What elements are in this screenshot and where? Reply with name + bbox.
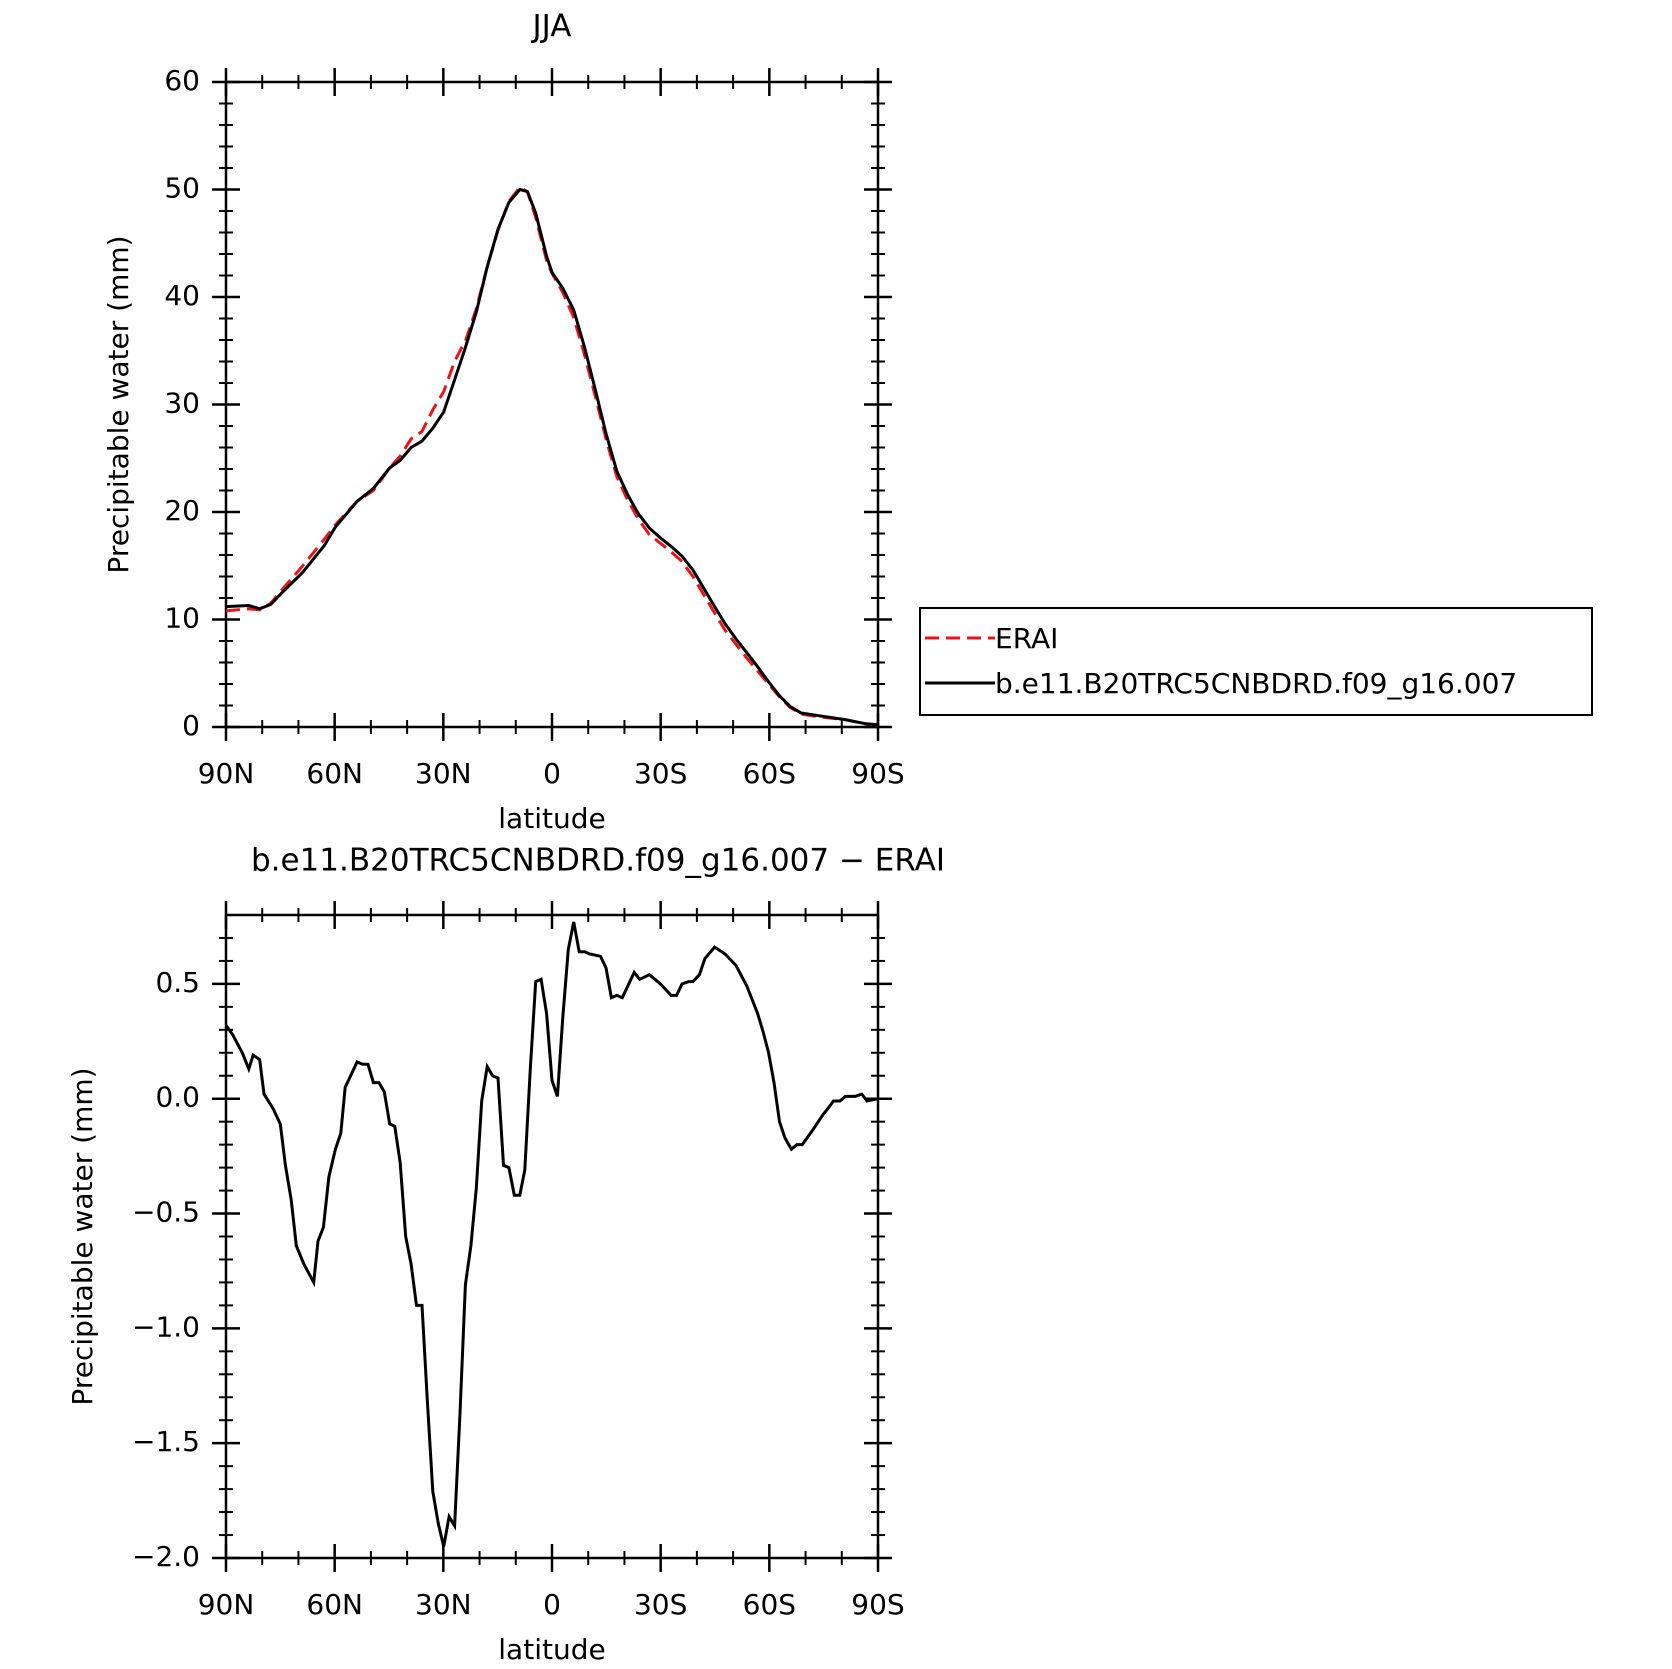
y-tick-label: 50	[164, 172, 200, 205]
y-tick-label: 0.0	[155, 1081, 200, 1114]
legend-label: ERAI	[995, 622, 1058, 655]
x-tick-label: 0	[543, 1588, 561, 1621]
y-tick-label: 0.5	[155, 966, 200, 999]
legend-label: b.e11.B20TRC5CNBDRD.f09_g16.007	[995, 667, 1517, 700]
y-tick-label: −1.0	[132, 1310, 200, 1343]
y-tick-label: 20	[164, 494, 200, 527]
x-tick-label: 90N	[198, 757, 255, 790]
y-axis-label: Precipitable water (mm)	[102, 235, 135, 573]
y-tick-label: 0	[182, 709, 200, 742]
chart-title: JJA	[531, 9, 572, 45]
y-tick-label: −2.0	[132, 1540, 200, 1573]
x-tick-label: 30S	[634, 757, 687, 790]
x-axis-label: latitude	[498, 1633, 605, 1666]
y-tick-label: −0.5	[132, 1196, 200, 1229]
data-line	[224, 921, 879, 1547]
data-line	[225, 187, 879, 727]
x-tick-label: 60N	[306, 757, 363, 790]
x-tick-label: 90S	[851, 1588, 904, 1621]
x-tick-label: 60S	[743, 1588, 796, 1621]
legend-box	[919, 607, 1593, 716]
x-tick-label: 60N	[306, 1588, 363, 1621]
x-axis-label: latitude	[498, 802, 605, 835]
y-tick-label: 10	[164, 602, 200, 635]
x-tick-label: 30N	[415, 757, 472, 790]
x-tick-label: 0	[543, 757, 561, 790]
y-tick-label: 40	[164, 279, 200, 312]
y-tick-label: −1.5	[132, 1425, 200, 1458]
y-tick-label: 30	[164, 387, 200, 420]
y-axis-label: Precipitable water (mm)	[66, 1067, 99, 1405]
x-tick-label: 60S	[743, 757, 796, 790]
chart-title: b.e11.B20TRC5CNBDRD.f09_g16.007 − ERAI	[251, 843, 945, 879]
plot-frame	[224, 80, 880, 729]
x-tick-label: 90N	[198, 1588, 255, 1621]
y-tick-label: 60	[164, 64, 200, 97]
x-tick-label: 30S	[634, 1588, 687, 1621]
x-tick-label: 90S	[851, 757, 904, 790]
x-tick-label: 30N	[415, 1588, 472, 1621]
plot-frame	[224, 913, 880, 1560]
